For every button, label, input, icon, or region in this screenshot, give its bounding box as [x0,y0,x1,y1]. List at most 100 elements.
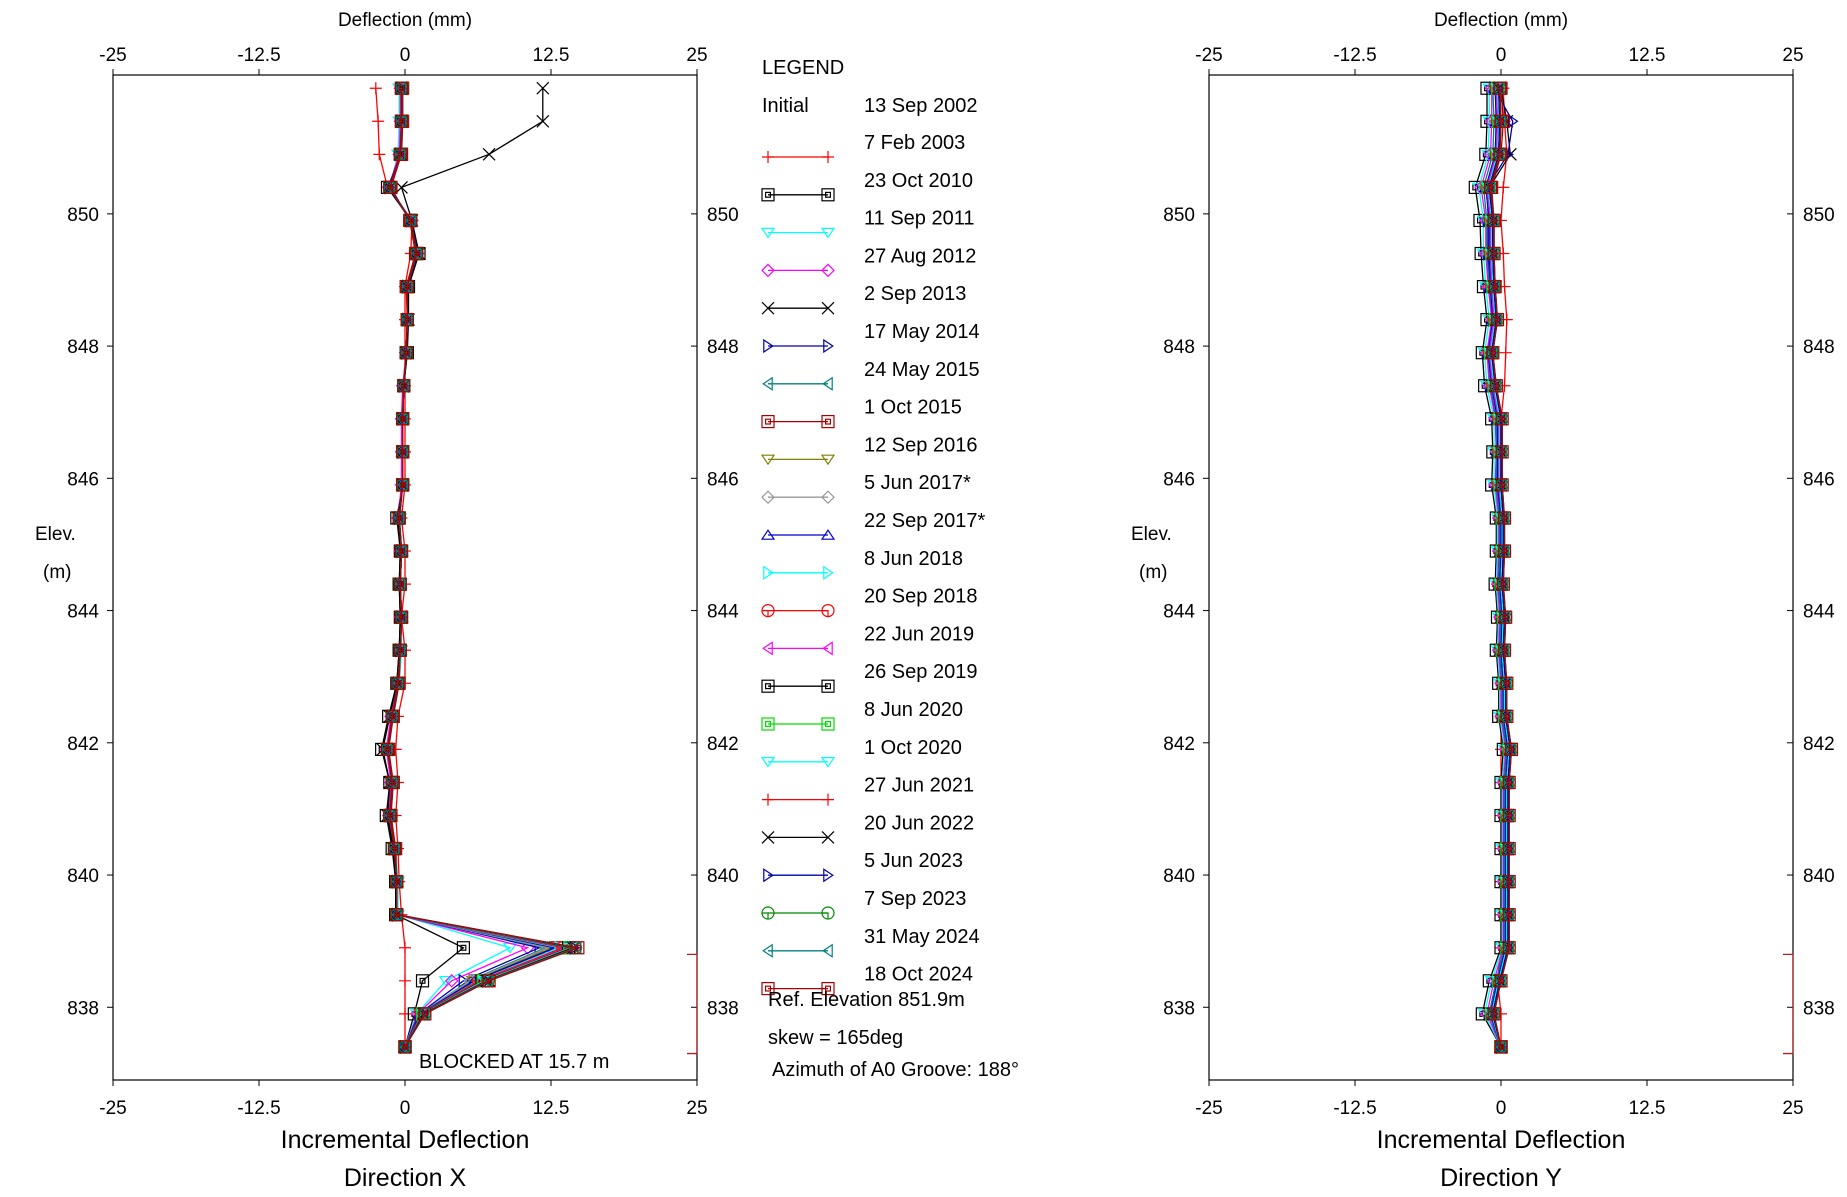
data-point [387,841,402,856]
legend-label: 5 Jun 2023 [864,850,963,872]
y-tick-label-right: 838 [707,998,739,1019]
legend-label: 23 Oct 2010 [864,170,973,192]
legend-marker [823,565,834,580]
y-tick-label-left: 842 [67,734,99,755]
data-point [393,577,407,591]
y-axis-unit: (m) [43,562,71,583]
legend-label: 8 Jun 2018 [864,548,963,570]
data-point [393,643,407,657]
y-axis-unit: (m) [1139,562,1167,583]
data-point [404,213,418,228]
data-point [1502,875,1516,889]
data-point [1497,544,1512,558]
data-point [1502,808,1516,823]
series-line [375,88,413,1047]
data-point [482,974,496,988]
legend-marker [821,906,835,920]
legend-marker [821,188,835,202]
data-point [390,875,404,889]
legend-marker [822,793,834,806]
data-point [1500,676,1514,690]
skew-note: skew = 165deg [768,1027,903,1049]
series-11 [380,82,562,1052]
data-point [1483,180,1498,195]
legend-entry: 31 May 2024 [762,926,980,958]
legend-marker [762,641,773,656]
data-point [1497,511,1512,525]
data-point [1500,313,1513,326]
legend-marker [821,603,835,618]
legend-entry: 5 Jun 2023 [763,850,963,883]
legend-label: 20 Jun 2022 [864,812,974,834]
legend-label: 22 Sep 2017* [864,510,985,532]
series-line [380,88,465,1048]
series-line [386,88,578,1048]
y-axis-label: Elev. [35,524,76,545]
data-point [1495,478,1509,492]
legend-label: 1 Oct 2020 [864,737,962,759]
x-tick-label-bottom: 0 [400,1098,411,1119]
legend-entry: 12 Sep 2016 [760,434,977,466]
data-point [1499,610,1513,624]
legend-marker [823,338,834,354]
series-5 [376,81,581,1054]
y-tick-label-right: 850 [1803,205,1835,226]
blocked-annotation: BLOCKED AT 15.7 m [419,1051,609,1073]
legend-label: 20 Sep 2018 [864,586,977,608]
data-point [1502,908,1516,922]
legend-marker [760,227,776,239]
data-point [400,279,414,294]
data-point [391,676,405,690]
data-point [444,973,459,988]
legend-label: 24 May 2015 [864,359,980,381]
legend-label: 27 Aug 2012 [864,245,976,267]
series-line [386,88,576,1048]
data-point [400,313,414,327]
legend-marker [762,943,773,958]
legend-marker [822,641,833,656]
x-tick-label-top: 25 [1782,45,1803,66]
chart-subtitle: Direction Y [1440,1164,1562,1192]
legend-entry: 27 Aug 2012 [761,245,976,278]
legend-marker [761,415,775,429]
legend-entry: 23 Oct 2010 [761,170,973,202]
data-point [1497,247,1510,260]
legend-marker [820,454,836,466]
chart-panel-x: -25 -25 -12.5 -12.5 0 0 12.5 12.5 25 25 838 838 840 8… [35,10,739,1192]
series-2 [375,81,470,1054]
legend-entry: 8 Jun 2020 [761,699,963,731]
y-tick-label-right: 848 [707,337,739,358]
data-point [396,412,410,426]
legend-entry: 1 Oct 2015 [761,397,962,429]
data-point [1497,643,1512,657]
data-point [1487,1007,1501,1021]
series-9 [380,83,559,1053]
top-axis-label: Deflection (mm) [338,10,472,31]
legend-entry: 7 Feb 2003 [762,132,965,163]
y-tick-label-left: 840 [1163,866,1195,887]
legend-entry: 17 May 2014 [763,321,980,354]
data-point [438,976,454,987]
series-line [386,88,542,1048]
legend-marker [763,338,774,354]
series-line [386,88,577,1048]
legend-label: 2 Sep 2013 [864,283,966,305]
x-tick-label-top: -12.5 [1333,45,1376,66]
y-tick-label-left: 844 [67,602,99,623]
legend-entry: 26 Sep 2019 [761,661,977,693]
data-point [399,346,413,360]
legend-marker [760,529,776,540]
y-tick-label-left: 848 [1163,337,1195,358]
legend: LEGEND Initial 13 Sep 2002 7 Feb 2003 23 Oct… [760,57,1019,1081]
data-point [1502,841,1516,856]
legend-marker [760,757,776,768]
legend-marker [821,679,835,693]
data-point [536,81,550,95]
data-point [385,709,399,723]
legend-entry: 8 Jun 2018 [763,548,963,580]
legend-label: 5 Jun 2017* [864,472,971,494]
x-tick-label-top: 0 [1496,45,1507,66]
series-line [385,88,530,1048]
data-point [399,1007,411,1020]
